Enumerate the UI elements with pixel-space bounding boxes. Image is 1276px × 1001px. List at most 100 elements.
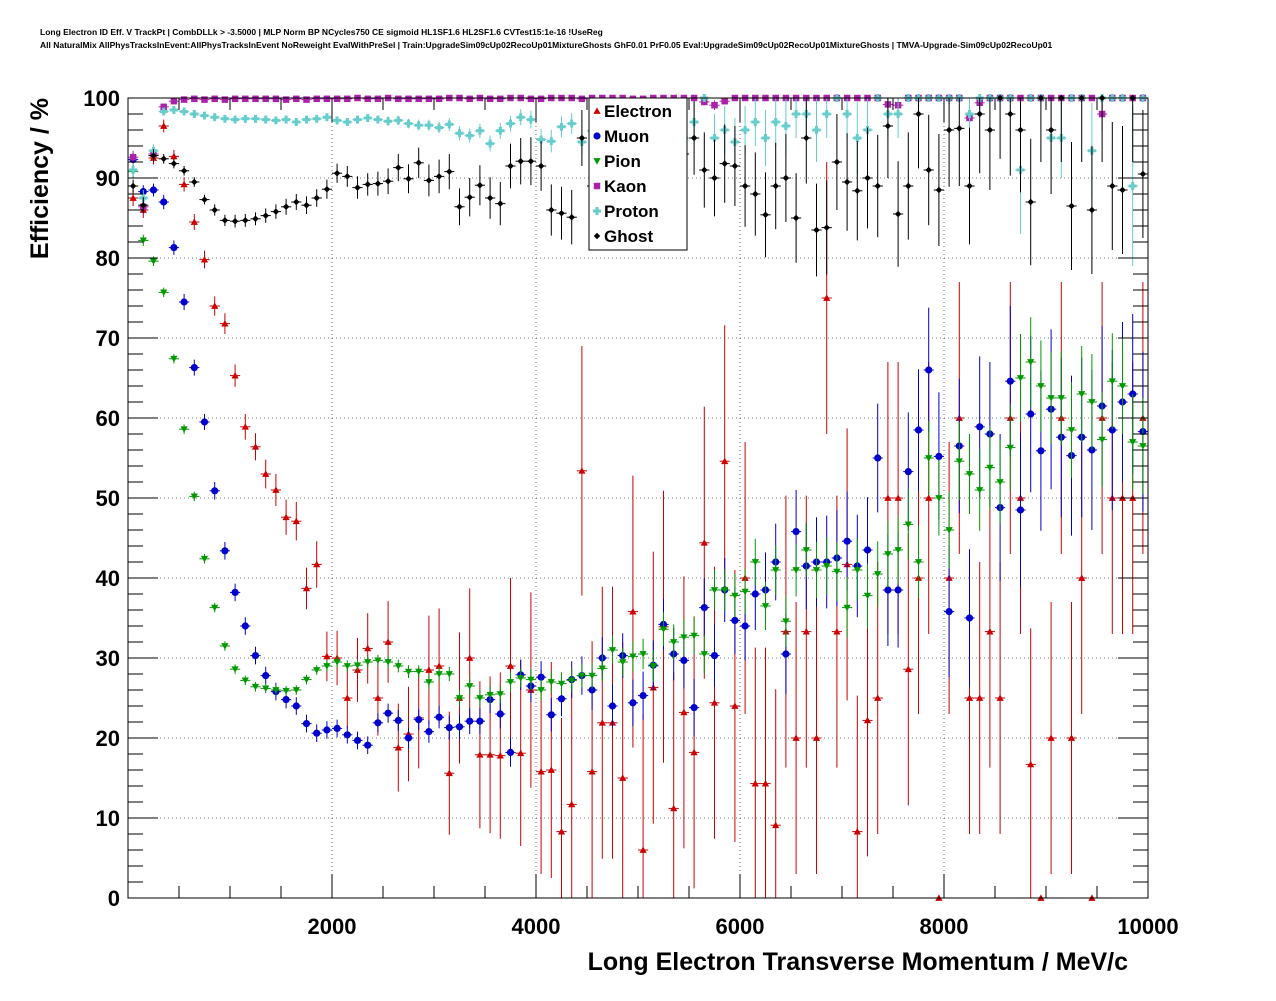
pion-point xyxy=(384,659,392,666)
ghost-point xyxy=(333,169,341,177)
electron-point xyxy=(1067,734,1076,741)
electron-point xyxy=(496,752,504,759)
proton-point xyxy=(363,114,372,122)
proton-point xyxy=(1128,182,1137,190)
muon-point xyxy=(945,608,953,616)
muon-point xyxy=(313,729,321,737)
proton-point xyxy=(169,106,178,114)
ghost-point xyxy=(344,173,351,180)
proton-point xyxy=(292,118,301,126)
ghost-point xyxy=(711,174,718,182)
kaon-point xyxy=(537,95,545,103)
y-tick-label: 0 xyxy=(108,886,120,911)
kaon-point xyxy=(201,96,208,103)
pion-point xyxy=(292,687,300,694)
ghost-point xyxy=(303,201,310,209)
ghost-point xyxy=(129,182,137,190)
kaon-point xyxy=(344,95,351,103)
electron-point xyxy=(547,766,555,773)
electron-point xyxy=(272,486,280,493)
legend-label-pion: Pion xyxy=(604,152,641,171)
x-tick-label: 8000 xyxy=(920,914,969,939)
muon-point xyxy=(680,656,688,665)
muon-point xyxy=(496,710,504,718)
pion-point xyxy=(476,695,484,702)
electron-point xyxy=(986,628,994,635)
electron-point xyxy=(323,652,331,660)
ghost-point xyxy=(221,217,229,224)
ghost-point xyxy=(1139,170,1147,178)
muon-point xyxy=(690,704,698,712)
legend-label-proton: Proton xyxy=(604,202,659,221)
pion-point xyxy=(425,679,433,686)
pion-point xyxy=(710,587,719,594)
proton-point xyxy=(526,115,535,124)
legend-label-electron: Electron xyxy=(604,102,672,121)
proton-point xyxy=(343,118,352,126)
kaon-point xyxy=(160,103,167,111)
proton-point xyxy=(822,110,831,118)
electron-point xyxy=(619,774,627,781)
pion-point xyxy=(221,643,229,650)
pion-point xyxy=(588,672,596,680)
kaon-point xyxy=(272,95,280,103)
proton-point xyxy=(190,110,199,118)
electron-point xyxy=(925,494,933,501)
proton-point xyxy=(384,117,393,126)
kaon-point xyxy=(242,95,249,103)
ghost-point xyxy=(874,182,881,190)
muon-point xyxy=(629,699,637,707)
ghost-point xyxy=(201,196,208,203)
chart-title-line-1: Long Electron ID Eff. V TrackPt | CombDL… xyxy=(40,27,603,37)
ghost-point xyxy=(140,201,147,209)
ghost-point xyxy=(150,152,157,159)
muon-point xyxy=(343,731,351,739)
pion-point xyxy=(333,659,341,666)
muon-point xyxy=(160,198,168,206)
electron-point xyxy=(170,152,178,160)
proton-point xyxy=(761,134,770,142)
ghost-point xyxy=(497,200,504,207)
muon-point xyxy=(445,724,453,732)
pion-point xyxy=(364,659,372,666)
pion-point xyxy=(690,632,698,640)
ghost-point xyxy=(925,166,932,174)
axes: 2000 4000 6000 8000 10000 0 10 20 30 40 50 60 70 80 90… xyxy=(83,86,1178,939)
pion-point xyxy=(945,527,953,534)
legend-marker-proton xyxy=(593,207,601,215)
pion-point xyxy=(527,676,535,684)
muon-point xyxy=(353,736,362,745)
muon-point xyxy=(904,468,912,476)
ghost-point xyxy=(313,194,320,202)
muon-point xyxy=(231,588,239,597)
electron-point xyxy=(466,654,474,661)
kaon-point xyxy=(129,153,137,161)
ghost-point xyxy=(272,208,280,215)
proton-point xyxy=(424,121,433,130)
pion-point xyxy=(1037,383,1045,390)
electron-point xyxy=(772,821,780,829)
muon-point xyxy=(404,734,413,742)
proton-point xyxy=(812,126,821,134)
proton-point xyxy=(781,122,790,130)
muon-point xyxy=(241,622,249,630)
electron-point xyxy=(476,751,484,758)
series-pion xyxy=(128,165,1148,706)
electron-point xyxy=(853,828,861,835)
pion-point xyxy=(200,555,209,563)
ghost-point xyxy=(323,185,331,193)
y-tick-label: 10 xyxy=(96,806,120,831)
pion-point xyxy=(731,592,739,600)
proton-point xyxy=(373,115,382,124)
ghost-point xyxy=(813,226,820,234)
pion-point xyxy=(772,567,780,574)
electron-point xyxy=(537,768,545,775)
ghost-point xyxy=(466,193,473,201)
kaon-point xyxy=(170,97,178,105)
pion-point xyxy=(619,659,627,666)
legend-marker-kaon xyxy=(593,182,601,190)
muon-point xyxy=(333,724,341,733)
ghost-point xyxy=(1088,206,1096,214)
ghost-point xyxy=(160,155,167,163)
x-tick-label: 10000 xyxy=(1117,914,1178,939)
